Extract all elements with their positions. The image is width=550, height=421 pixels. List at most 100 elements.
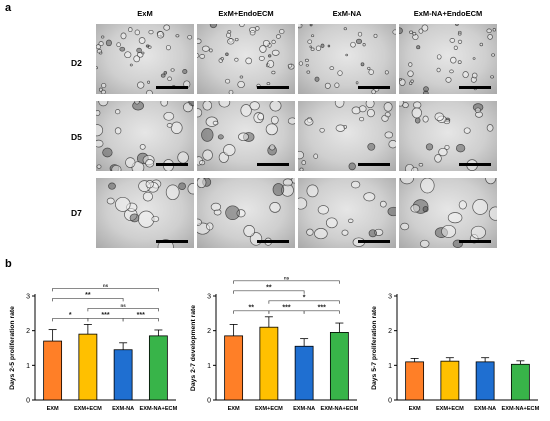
bar <box>440 360 460 401</box>
cell-ellipse <box>423 86 429 92</box>
cell-ellipse <box>175 34 180 38</box>
cell-ellipse <box>275 34 281 39</box>
cell-ellipse <box>304 118 314 126</box>
y-tick-label: 0 <box>388 398 392 405</box>
cell-ellipse <box>422 206 429 213</box>
cell-ellipse <box>337 70 343 76</box>
significance-label: *** <box>137 312 145 319</box>
cell-ellipse <box>314 228 328 240</box>
cell-ellipse <box>343 27 347 31</box>
cell-ellipse <box>434 112 445 122</box>
cell-ellipse <box>240 104 252 117</box>
cell-ellipse <box>387 206 396 217</box>
cell-ellipse <box>111 164 122 171</box>
bar <box>475 361 495 401</box>
cell-ellipse <box>114 127 122 135</box>
y-tick-label: 0 <box>26 398 30 405</box>
cell-ellipse <box>197 108 203 118</box>
cell-ellipse <box>409 30 414 34</box>
cell-ellipse <box>271 39 276 45</box>
cell-ellipse <box>255 26 260 31</box>
cell-ellipse <box>98 101 109 107</box>
cell-ellipse <box>145 180 154 189</box>
cell-ellipse <box>412 32 417 36</box>
row-header-d5: D5 <box>71 132 82 142</box>
cell-ellipse <box>145 44 150 48</box>
cell-ellipse <box>447 212 463 224</box>
cell-ellipse <box>418 163 424 167</box>
significance-label: ** <box>85 292 91 299</box>
cell-ellipse <box>350 180 361 189</box>
cell-ellipse <box>238 132 249 142</box>
cell-ellipse <box>223 144 236 157</box>
bar <box>113 349 133 401</box>
cell-ellipse <box>138 37 146 44</box>
cell-ellipse <box>182 69 188 74</box>
cell-ellipse <box>96 66 98 70</box>
cell-ellipse <box>258 55 265 61</box>
cell-ellipse <box>410 204 421 213</box>
cell-ellipse <box>348 162 356 171</box>
cell-ellipse <box>392 29 396 35</box>
cell-ellipse <box>269 144 276 151</box>
cell-ellipse <box>360 62 365 67</box>
cell-ellipse <box>163 24 171 31</box>
micrograph-tile <box>298 24 396 94</box>
cell-ellipse <box>335 124 346 132</box>
scale-bar <box>257 86 289 89</box>
cell-ellipse <box>245 57 253 65</box>
cell-ellipse <box>421 24 429 32</box>
cell-ellipse <box>125 157 136 168</box>
cell-ellipse <box>487 34 493 40</box>
cell-ellipse <box>227 38 235 45</box>
cell-ellipse <box>262 39 270 47</box>
cell-ellipse <box>139 144 146 150</box>
cell-ellipse <box>187 34 193 40</box>
scale-bar <box>257 163 289 166</box>
cell-ellipse <box>358 105 367 113</box>
cell-ellipse <box>399 78 406 86</box>
cell-ellipse <box>315 45 322 51</box>
cell-ellipse <box>201 128 214 142</box>
y-axis-label: Days 5-7 proliferation rate <box>371 306 378 390</box>
cell-ellipse <box>458 200 467 210</box>
micrograph-tile <box>197 178 295 248</box>
cell-ellipse <box>129 63 133 67</box>
significance-bracket <box>122 318 159 322</box>
bar <box>224 335 244 401</box>
significance-bracket <box>52 288 159 292</box>
cell-ellipse <box>490 75 495 79</box>
cell-ellipse <box>371 89 376 94</box>
cell-ellipse <box>287 63 293 68</box>
cell-ellipse <box>438 147 448 157</box>
cell-ellipse <box>373 33 378 38</box>
cell-ellipse <box>362 43 366 47</box>
cell-ellipse <box>170 68 175 72</box>
cell-ellipse <box>108 182 116 190</box>
cell-ellipse <box>384 111 391 118</box>
x-tick-label: EXM <box>228 406 240 412</box>
cell-ellipse <box>96 110 101 116</box>
cell-ellipse <box>419 239 430 248</box>
cell-ellipse <box>165 184 180 201</box>
cell-ellipse <box>298 197 308 210</box>
micrograph-tile <box>399 101 497 171</box>
cell-ellipse <box>271 70 276 75</box>
bar <box>259 326 279 401</box>
cell-ellipse <box>129 213 140 223</box>
cell-ellipse <box>418 28 424 34</box>
cell-ellipse <box>383 102 393 112</box>
bar <box>78 333 98 401</box>
cell-ellipse <box>243 225 256 237</box>
cell-ellipse <box>234 37 239 42</box>
micrograph-tile <box>197 24 295 94</box>
cell-ellipse <box>486 124 494 132</box>
cell-ellipse <box>350 41 356 48</box>
column-header-exm-na-endoecm: ExM-NA+EndoECM <box>413 9 483 18</box>
cell-ellipse <box>237 80 245 89</box>
cell-ellipse <box>106 197 115 205</box>
cell-ellipse <box>225 78 231 84</box>
cell-ellipse <box>449 69 454 74</box>
cell-ellipse <box>187 183 194 195</box>
cell-ellipse <box>197 53 200 58</box>
